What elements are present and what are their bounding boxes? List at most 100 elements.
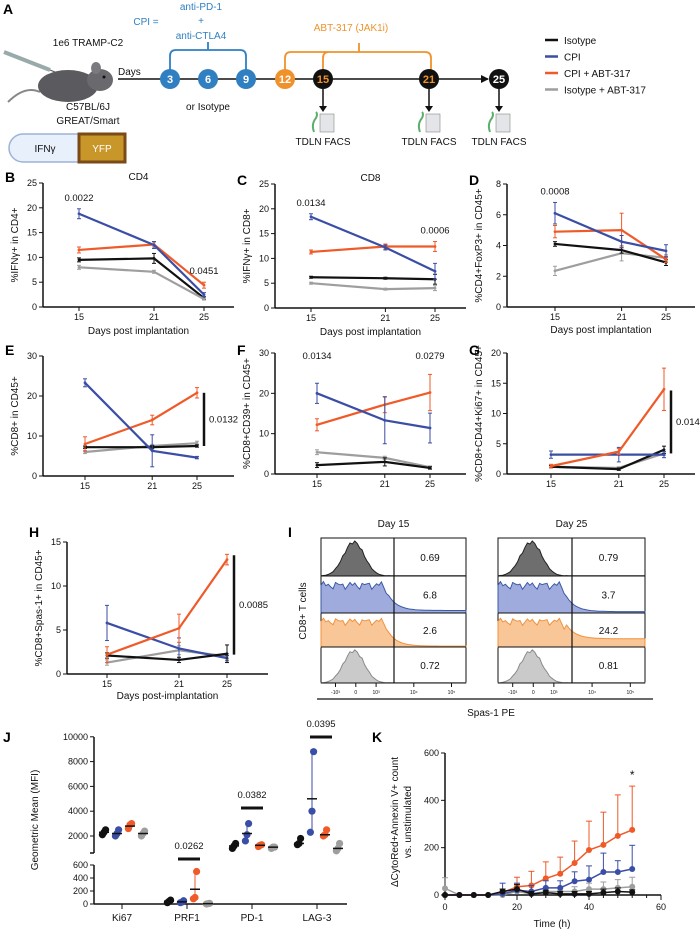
x-tick-label: 15	[80, 481, 90, 491]
y-tick-label: 10	[259, 429, 269, 439]
series-line	[310, 215, 436, 273]
data-point	[309, 275, 313, 279]
p-value-annotation: 0.0008	[540, 186, 569, 197]
y-axis-label: %CD4+FoxP3+ in CD45+	[474, 188, 485, 302]
data-point	[557, 870, 564, 877]
data-point	[542, 889, 549, 896]
x-axis-label: Days post implantation	[550, 325, 651, 336]
panel-i-histograms: I Day 15 0.69 6.8 2.6 0.72 -10³ 0 10³ 10⁴ 10⁵ Day 2…	[288, 519, 653, 719]
data-point	[297, 834, 305, 843]
y-tick-label: 20	[259, 204, 269, 214]
y-tick-label: 6	[496, 210, 501, 220]
y-tick-label: 400	[424, 795, 439, 805]
data-point	[195, 441, 199, 445]
lymph-node-icon	[487, 111, 494, 133]
data-point	[620, 228, 623, 232]
y-tick-label: 20	[27, 203, 37, 213]
series-line	[106, 558, 228, 656]
readout-label: TDLN FACS	[471, 137, 526, 148]
legend-label: Isotype + ABT-317	[564, 86, 646, 97]
data-point	[77, 212, 81, 216]
p-value-annotation: 0.0451	[189, 266, 218, 277]
y-axis-label: %IFNγ+ in CD8+	[242, 208, 253, 283]
data-point	[542, 884, 549, 891]
y-tick-label: 2	[496, 271, 501, 281]
legend: Isotype CPI CPI + ABT-317 Isotype + ABT-317	[545, 36, 646, 97]
x-tick-label: 21	[380, 479, 390, 489]
flow-cytometer-icon	[425, 113, 441, 133]
y-tick-label: 200	[424, 843, 439, 853]
data-point	[191, 893, 199, 902]
data-point	[617, 450, 621, 454]
arrow-head	[319, 106, 327, 112]
y-tick-label: 25	[27, 178, 37, 188]
data-point	[614, 869, 621, 876]
data-point	[225, 558, 229, 561]
series-isotype	[553, 241, 668, 266]
y-tick-label: 15	[259, 229, 269, 239]
panel-d-chart: D 0 2 4 6 8 15 21 25 Days post implantation %CD4+F…	[469, 172, 695, 336]
data-point	[662, 448, 666, 452]
y-tick-label: 10	[51, 581, 61, 591]
y-axis-label-line-2: vs. unstimulated	[403, 786, 414, 858]
y-tick-label: 10	[259, 253, 269, 263]
data-point	[202, 293, 206, 296]
data-point	[620, 240, 623, 244]
data-point	[549, 453, 553, 457]
y-tick-label: 5	[264, 278, 269, 288]
x-axis-label: Time (h)	[534, 919, 571, 930]
data-point	[315, 463, 319, 467]
p-value-annotation: 0.0085	[239, 600, 268, 611]
cpi-drug-1: anti-PD-1	[180, 2, 223, 13]
data-point	[470, 892, 477, 898]
data-point	[433, 269, 437, 273]
y-tick-label: 10000	[63, 732, 88, 742]
data-point	[433, 245, 437, 248]
data-point	[180, 897, 188, 905]
y-tick-label: 10	[27, 431, 37, 441]
x-tick-label: 10³	[550, 690, 558, 696]
data-point	[77, 248, 81, 252]
gate-percentage: 0.72	[420, 661, 440, 672]
data-point	[629, 826, 636, 833]
panel-letter-c: C	[237, 172, 247, 188]
cpi-plus: +	[198, 16, 204, 27]
y-tick-label: 0	[83, 899, 88, 909]
p-value-annotation: 0.0134	[296, 198, 325, 209]
panel-a-schematic: A 1e6 TRAMP-C2 C57BL/6J GREAT/Smart IFNγ…	[3, 1, 646, 164]
x-tick-label: 21	[614, 479, 624, 489]
y-tick-label: 0	[264, 469, 269, 479]
day-label-6: 6	[205, 74, 211, 86]
series-cpi	[315, 382, 432, 445]
y-axis-label: Geometric Mean (MFI)	[30, 770, 41, 871]
data-point	[105, 621, 109, 625]
data-point	[152, 270, 156, 274]
x-tick-label: 0	[532, 690, 535, 696]
series-cpi	[77, 208, 206, 298]
data-point	[428, 426, 432, 430]
x-tick-label: 15	[550, 312, 560, 322]
data-point	[456, 892, 463, 898]
data-point	[193, 867, 201, 876]
readout-group: TDLN FACS	[295, 111, 351, 148]
data-point	[428, 466, 432, 470]
data-point	[167, 896, 175, 904]
y-tick-label: 15	[51, 537, 61, 547]
y-tick-label: 20	[491, 348, 501, 358]
reporter-label: YFP	[92, 144, 112, 155]
days-label: Days	[118, 67, 141, 78]
y-tick-label: 25	[259, 179, 269, 189]
data-point	[383, 460, 387, 464]
y-tick-label: 15	[27, 228, 37, 238]
column-title: Day 15	[378, 519, 410, 530]
day-label-9: 9	[243, 74, 249, 86]
y-axis-label: %CD8+CD39+ in CD45+	[242, 358, 253, 469]
syringe-icon	[3, 50, 61, 75]
panel-k-chart: K 0 200 400 600 0 20 40 60 Time (h) ΔCytoRed+Annex…	[372, 729, 666, 930]
y-tick-label: 5	[32, 277, 37, 287]
series-isotype	[315, 457, 432, 470]
strain-label-2: GREAT/Smart	[56, 116, 119, 127]
series-cpi	[83, 378, 199, 468]
